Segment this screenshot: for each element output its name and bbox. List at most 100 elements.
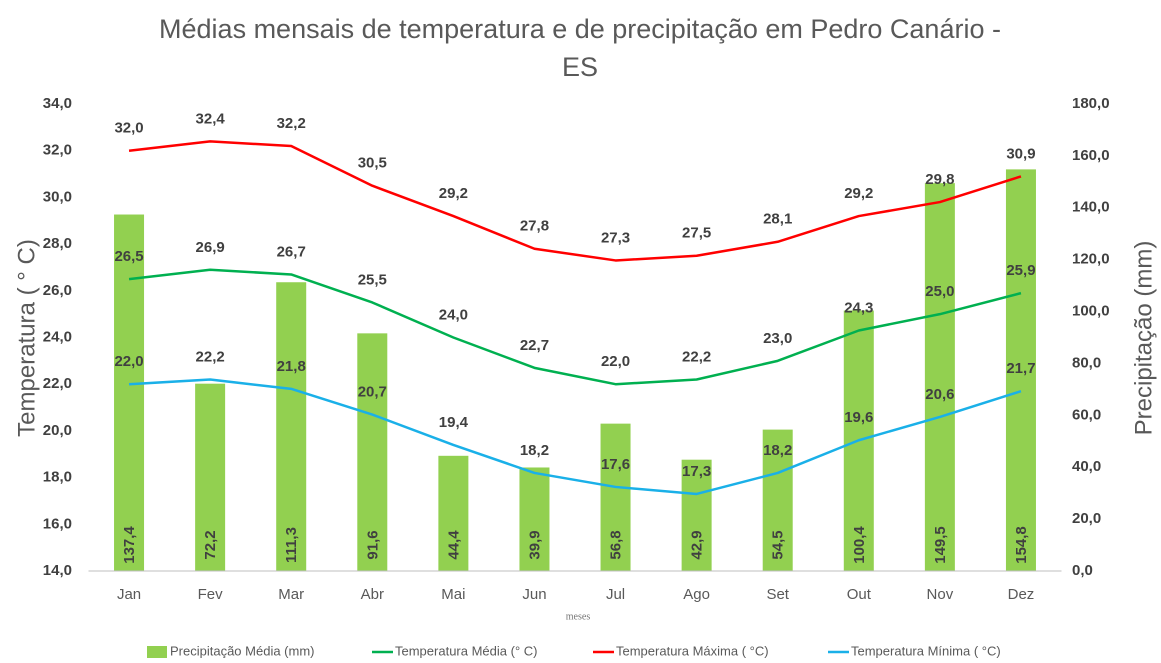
y-tick-label: 32,0	[43, 142, 72, 159]
line-value-label: 17,3	[682, 463, 711, 480]
bar	[924, 183, 955, 571]
y2-tick-label: 20,0	[1072, 510, 1101, 527]
bar	[114, 214, 145, 572]
legend-swatch	[147, 646, 167, 658]
bar-value-label: 149,5	[932, 526, 949, 564]
line-value-label: 22,2	[682, 348, 711, 365]
y2-tick-label: 100,0	[1072, 303, 1110, 320]
x-axis-title: meses	[566, 611, 591, 622]
line-value-label: 19,4	[439, 414, 469, 431]
line-value-label: 28,1	[763, 211, 792, 228]
line-value-label: 24,3	[844, 299, 873, 316]
x-tick-label: Dez	[1008, 586, 1035, 603]
x-tick-label: Mar	[278, 586, 304, 603]
y-tick-label: 34,0	[43, 95, 72, 112]
bar-value-label: 100,4	[851, 526, 868, 564]
legend-label: Temperatura Máxima ( °C)	[616, 643, 769, 658]
bar-value-label: 56,8	[608, 530, 625, 559]
bar	[276, 282, 307, 571]
line-value-label: 26,5	[114, 248, 143, 265]
line-value-label: 22,7	[520, 337, 549, 354]
x-tick-label: Fev	[198, 586, 224, 603]
x-tick-label: Set	[766, 586, 789, 603]
line-value-label: 22,0	[601, 353, 630, 370]
legend-label: Temperatura Mínima ( °C)	[851, 643, 1001, 658]
line-value-label: 26,7	[277, 243, 306, 260]
line-value-label: 18,2	[520, 442, 549, 459]
bar	[195, 383, 226, 571]
line-value-label: 29,8	[925, 171, 954, 188]
x-tick-label: Abr	[361, 586, 384, 603]
line-value-label: 29,2	[844, 185, 873, 202]
y-tick-label: 30,0	[43, 188, 72, 205]
bar	[1005, 169, 1036, 571]
y2-tick-label: 60,0	[1072, 406, 1101, 423]
y-tick-label: 18,0	[43, 469, 72, 486]
line-value-label: 22,0	[114, 353, 143, 370]
y-tick-label: 14,0	[43, 562, 72, 579]
y-tick-label: 22,0	[43, 375, 72, 392]
line-value-label: 22,2	[196, 348, 225, 365]
y2-tick-label: 80,0	[1072, 354, 1101, 371]
line	[128, 140, 1022, 262]
bar-value-label: 72,2	[202, 530, 219, 559]
bar-value-label: 154,8	[1013, 526, 1030, 564]
line-value-label: 30,9	[1006, 145, 1035, 162]
line-value-label: 32,2	[277, 115, 306, 132]
y-tick-label: 26,0	[43, 282, 72, 299]
bar-value-label: 54,5	[770, 530, 787, 559]
line-value-label: 18,2	[763, 442, 792, 459]
bar	[519, 467, 550, 571]
line-value-label: 17,6	[601, 456, 630, 473]
line-value-label: 30,5	[358, 155, 387, 172]
x-tick-label: Out	[847, 586, 872, 603]
line-value-label: 20,7	[358, 384, 387, 401]
y2-axis-title: Precipitação (mm)	[1130, 241, 1157, 436]
bar	[600, 423, 631, 571]
line-value-label: 21,7	[1006, 360, 1035, 377]
x-tick-label: Mai	[441, 586, 465, 603]
y-tick-label: 16,0	[43, 515, 72, 532]
x-tick-label: Jul	[606, 586, 625, 603]
y2-tick-label: 140,0	[1072, 199, 1110, 216]
bar-value-label: 111,3	[283, 527, 300, 563]
line-value-label: 32,0	[114, 120, 143, 137]
bar-value-label: 91,6	[364, 530, 381, 559]
x-tick-label: Ago	[683, 586, 710, 603]
line-value-label: 23,0	[763, 330, 792, 347]
legend-label: Temperatura Média (° C)	[395, 643, 537, 658]
bar	[357, 333, 388, 571]
line	[128, 378, 1022, 496]
legend-label: Precipitação Média (mm)	[170, 643, 315, 658]
line-value-label: 19,6	[844, 409, 873, 426]
bar-value-label: 44,4	[445, 530, 462, 560]
y-tick-label: 24,0	[43, 328, 72, 345]
bar-value-label: 137,4	[121, 526, 138, 564]
y2-tick-label: 120,0	[1072, 251, 1110, 268]
bar	[681, 459, 712, 571]
bar	[438, 455, 469, 571]
line-value-label: 25,9	[1006, 262, 1035, 279]
x-tick-label: Jun	[522, 586, 546, 603]
y-axis-title: Temperatura ( ° C)	[13, 239, 40, 437]
y-tick-label: 20,0	[43, 422, 72, 439]
y-tick-label: 28,0	[43, 235, 72, 252]
y2-tick-label: 40,0	[1072, 458, 1101, 475]
x-tick-label: Nov	[927, 586, 954, 603]
y2-tick-label: 0,0	[1072, 562, 1093, 579]
line-value-label: 25,5	[358, 271, 387, 288]
line	[128, 268, 1022, 386]
line-value-label: 32,4	[196, 110, 226, 127]
line-value-label: 21,8	[277, 358, 306, 375]
y2-tick-label: 160,0	[1072, 147, 1110, 164]
line-value-label: 24,0	[439, 306, 468, 323]
line-value-label: 27,8	[520, 218, 549, 235]
line-value-label: 20,6	[925, 386, 954, 403]
bar-value-label: 42,9	[689, 530, 706, 559]
x-tick-label: Jan	[117, 586, 141, 603]
line-value-label: 27,3	[601, 229, 630, 246]
line-value-label: 27,5	[682, 225, 711, 242]
bar	[762, 429, 793, 571]
